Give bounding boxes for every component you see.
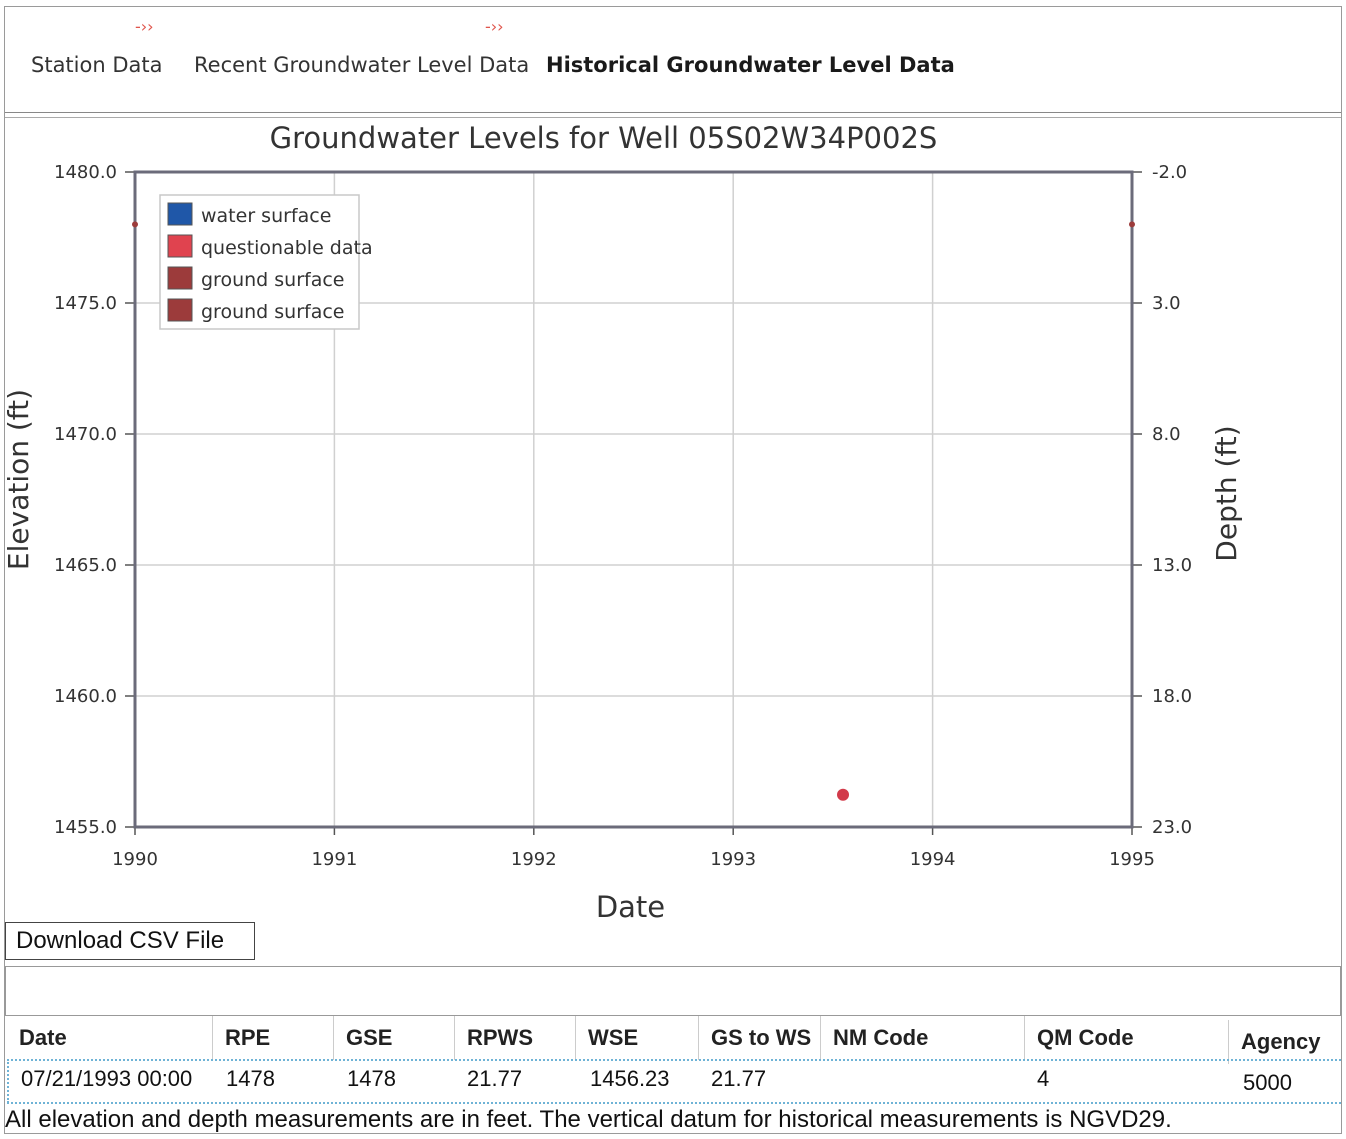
data-point [132, 221, 138, 228]
x-tick-label: 1991 [311, 849, 357, 870]
tab-bar: -›› -›› Station Data Recent Groundwater … [5, 7, 1341, 113]
divider [5, 117, 1341, 118]
x-tick-label: 1993 [710, 849, 756, 870]
cell-gs-to-ws: 21.77 [711, 1066, 767, 1091]
header-gse[interactable]: GSE [333, 1016, 454, 1060]
legend-swatch [167, 202, 193, 226]
y2-tick-label: 18.0 [1152, 686, 1192, 707]
x-tick-label: 1994 [910, 849, 956, 870]
x-axis-label: Date [596, 890, 665, 920]
y2-tick-label: 23.0 [1152, 817, 1192, 838]
tab-station-data[interactable]: Station Data [31, 53, 163, 77]
groundwater-chart: Groundwater Levels for Well 05S02W34P002… [2, 121, 1243, 920]
data-point [1129, 221, 1135, 228]
x-tick-label: 1990 [112, 849, 158, 870]
cell-gse: 1478 [347, 1066, 396, 1091]
header-rpe[interactable]: RPE [212, 1016, 333, 1060]
y-tick-label: 1475.0 [54, 293, 117, 314]
cell-date: 07/21/1993 00:00 [21, 1066, 193, 1091]
divider [5, 112, 1341, 113]
legend-label: ground surface [201, 301, 344, 323]
tab-historical-groundwater[interactable]: Historical Groundwater Level Data [546, 53, 955, 77]
y-axis-label: Elevation (ft) [2, 389, 35, 570]
row-border [7, 1102, 1341, 1104]
y2-tick-label: 13.0 [1152, 555, 1192, 576]
tab-arrow-icon: -›› [485, 17, 504, 36]
cell-rpe: 1478 [226, 1066, 275, 1091]
legend-swatch [167, 266, 193, 290]
y-tick-label: 1455.0 [54, 817, 117, 838]
y2-tick-label: 8.0 [1152, 424, 1181, 445]
y-tick-label: 1470.0 [54, 424, 117, 445]
legend-label: ground surface [201, 269, 344, 291]
header-wse[interactable]: WSE [575, 1016, 698, 1060]
y2-tick-label: -2.0 [1152, 162, 1187, 183]
plot-area-border [133, 170, 1134, 829]
cell-agency: 5000 [1243, 1070, 1292, 1095]
page-frame [4, 6, 1342, 1134]
chart-title: Groundwater Levels for Well 05S02W34P002… [270, 121, 938, 155]
y2-tick-label: 3.0 [1152, 293, 1181, 314]
cell-qm-code: 4 [1037, 1066, 1050, 1091]
y2-axis-label: Depth (ft) [1210, 425, 1243, 561]
y-tick-label: 1480.0 [54, 162, 117, 183]
legend-box [159, 194, 360, 330]
header-agency[interactable]: Agency [1228, 1020, 1341, 1064]
tab-arrow-icon: -›› [135, 17, 154, 36]
row-border [7, 1059, 1341, 1061]
legend-swatch [167, 234, 193, 258]
header-rpws[interactable]: RPWS [454, 1016, 575, 1060]
cell-wse: 1456.23 [590, 1066, 670, 1091]
x-tick-label: 1992 [511, 849, 557, 870]
legend-label: questionable data [201, 237, 373, 259]
header-gs-to-ws[interactable]: GS to WS [698, 1016, 820, 1060]
legend-label: water surface [201, 205, 331, 227]
row-border [7, 1059, 9, 1103]
download-csv-button[interactable]: Download CSV File [5, 922, 255, 960]
y-tick-label: 1460.0 [54, 686, 117, 707]
header-date[interactable]: Date [19, 1025, 67, 1050]
header-qm-code[interactable]: QM Code [1024, 1016, 1228, 1060]
table-container [5, 966, 1341, 1016]
header-nm-code[interactable]: NM Code [820, 1016, 1024, 1060]
data-point [837, 788, 850, 801]
footnote: All elevation and depth measurements are… [5, 1106, 1172, 1133]
legend-swatch [167, 298, 193, 322]
y-tick-label: 1465.0 [54, 555, 117, 576]
x-tick-label: 1995 [1109, 849, 1155, 870]
tab-recent-groundwater[interactable]: Recent Groundwater Level Data [194, 53, 530, 77]
cell-rpws: 21.77 [467, 1066, 523, 1091]
